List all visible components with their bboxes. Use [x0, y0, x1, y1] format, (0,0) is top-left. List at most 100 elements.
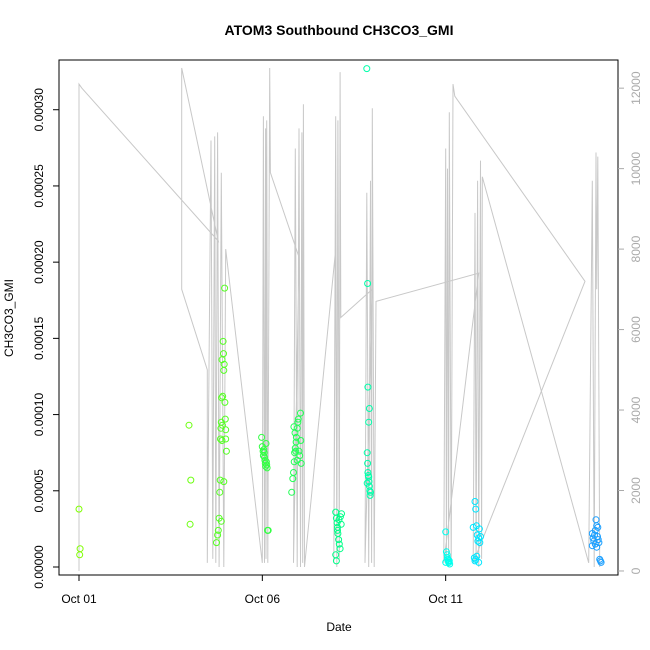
data-point: [76, 551, 84, 559]
data-point: [364, 383, 372, 391]
data-point: [292, 438, 300, 446]
points-layer: [75, 65, 605, 568]
data-point: [259, 452, 267, 460]
data-point: [367, 488, 374, 496]
data-point: [295, 447, 303, 455]
y-tick-label: 0.00015: [32, 316, 46, 360]
data-point: [221, 398, 229, 406]
data-point: [363, 65, 371, 73]
data-point: [218, 421, 226, 429]
x-tick-label: Oct 11: [428, 592, 463, 606]
data-point: [593, 522, 601, 530]
y2-tick-label: 2000: [629, 477, 643, 504]
data-point: [220, 350, 227, 358]
data-point: [213, 539, 220, 547]
data-point: [218, 394, 226, 402]
data-point: [258, 433, 266, 441]
data-point: [260, 449, 268, 457]
data-point: [264, 526, 272, 534]
data-point: [217, 517, 225, 525]
y-tick-label: 0.00000: [32, 545, 46, 589]
data-point: [216, 488, 224, 496]
data-point: [588, 542, 596, 550]
data-point: [221, 415, 229, 423]
data-point: [263, 464, 271, 472]
data-point: [214, 526, 222, 534]
data-point: [365, 405, 373, 412]
y2-tick-label: 8000: [629, 235, 643, 262]
data-point: [76, 545, 84, 553]
data-point: [475, 525, 483, 533]
data-point: [221, 284, 229, 292]
y-axis: 0.00000 0.00005 0.00010 0.00015 0.00020 0.000…: [32, 88, 59, 589]
data-point: [597, 558, 605, 566]
data-point: [365, 478, 373, 486]
data-point: [475, 558, 483, 566]
y-tick-label: 0.00020: [32, 240, 46, 284]
data-point: [593, 543, 601, 551]
data-point: [222, 447, 230, 455]
data-point: [445, 557, 453, 565]
data-point: [185, 421, 193, 429]
y2-tick-label: 6000: [629, 316, 643, 343]
x-tick-label: Oct 01: [61, 592, 97, 606]
data-point: [594, 523, 602, 531]
data-point: [335, 536, 343, 544]
data-point: [219, 392, 227, 400]
y2-axis: 0 2000 4000 6000 8000 10000 12000: [618, 71, 643, 574]
plot-frame: [58, 59, 619, 576]
data-point: [291, 429, 299, 437]
data-point: [222, 426, 230, 434]
data-point: [262, 440, 270, 447]
data-point: [294, 418, 302, 426]
data-point: [477, 533, 484, 540]
data-point: [475, 534, 483, 542]
data-point: [446, 560, 454, 568]
altitude-layer: [78, 67, 601, 571]
data-point: [218, 437, 226, 444]
data-point: [469, 523, 477, 531]
data-point: [473, 552, 481, 560]
data-point: [442, 558, 450, 566]
y2-tick-label: 12000: [629, 71, 643, 105]
data-point: [332, 557, 340, 565]
chart-title: ATOM3 Southbound CH3CO3_GMI: [225, 22, 454, 38]
data-point: [334, 526, 341, 534]
data-point: [263, 461, 271, 469]
data-point: [75, 505, 83, 513]
data-point: [364, 469, 372, 476]
data-point: [220, 360, 228, 368]
data-point: [293, 456, 301, 464]
x-tick-label: Oct 06: [245, 592, 281, 606]
data-point: [297, 409, 304, 417]
y2-tick-label: 10000: [629, 152, 643, 186]
data-point: [222, 435, 230, 443]
data-point: [338, 510, 345, 518]
data-point: [365, 418, 373, 426]
data-point: [261, 459, 269, 467]
data-point: [472, 505, 480, 513]
data-point: [335, 540, 343, 548]
y2-tick-label: 4000: [629, 396, 643, 423]
data-point: [217, 435, 224, 443]
y-tick-label: 0.00010: [32, 393, 46, 437]
x-axis: Oct 01 Oct 06 Oct 11: [61, 575, 463, 606]
data-point: [290, 469, 297, 476]
data-point: [297, 437, 305, 444]
data-point: [336, 545, 344, 553]
data-point: [291, 449, 299, 457]
y2-tick-label: 0: [629, 567, 643, 574]
data-point: [187, 476, 195, 484]
data-point: [216, 476, 224, 484]
data-point: [220, 366, 228, 374]
data-point: [219, 337, 227, 345]
data-point: [364, 459, 372, 467]
y-axis-label: CH3CO3_GMI: [2, 279, 16, 357]
data-point: [471, 498, 479, 505]
data-point: [364, 280, 372, 287]
data-point: [363, 479, 371, 487]
y-tick-label: 0.00030: [32, 88, 46, 132]
data-point: [363, 449, 371, 457]
data-point: [288, 488, 296, 496]
